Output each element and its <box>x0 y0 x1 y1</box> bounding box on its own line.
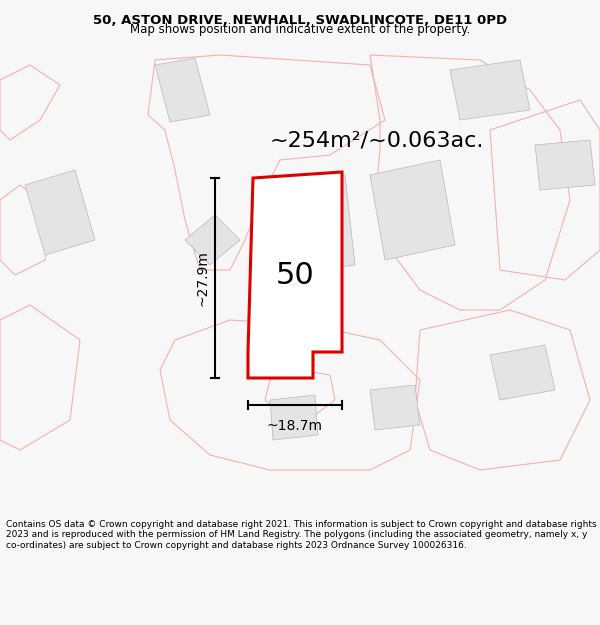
Polygon shape <box>155 58 210 122</box>
Text: ~18.7m: ~18.7m <box>267 419 323 433</box>
Polygon shape <box>370 385 420 430</box>
Polygon shape <box>270 175 355 275</box>
Polygon shape <box>490 345 555 400</box>
Text: 50: 50 <box>275 261 314 289</box>
Polygon shape <box>185 215 240 265</box>
Text: Contains OS data © Crown copyright and database right 2021. This information is : Contains OS data © Crown copyright and d… <box>6 520 596 550</box>
Text: ~27.9m: ~27.9m <box>196 250 210 306</box>
Polygon shape <box>270 395 318 440</box>
Polygon shape <box>370 160 455 260</box>
Text: Map shows position and indicative extent of the property.: Map shows position and indicative extent… <box>130 23 470 36</box>
Polygon shape <box>248 172 342 378</box>
Text: 50, ASTON DRIVE, NEWHALL, SWADLINCOTE, DE11 0PD: 50, ASTON DRIVE, NEWHALL, SWADLINCOTE, D… <box>93 14 507 27</box>
Polygon shape <box>25 170 95 255</box>
Polygon shape <box>450 60 530 120</box>
Polygon shape <box>535 140 595 190</box>
Text: ~254m²/~0.063ac.: ~254m²/~0.063ac. <box>270 130 484 150</box>
